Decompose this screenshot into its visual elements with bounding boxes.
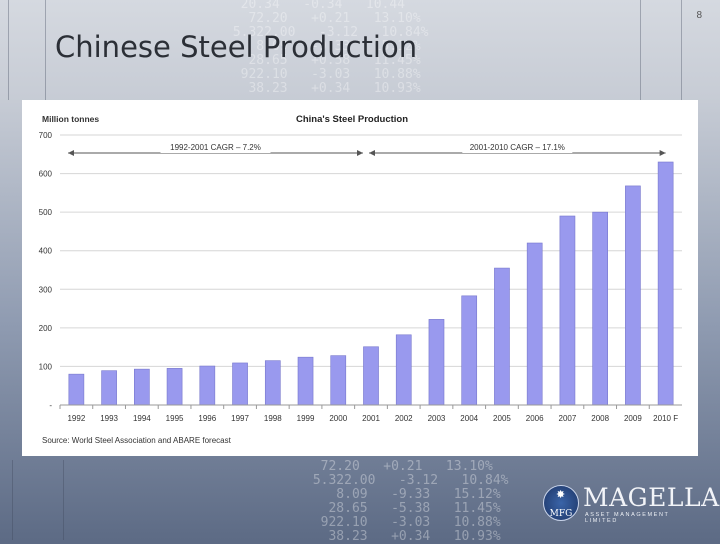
y-axis-ticks: - 100 200 300 400 500 600 700: [39, 131, 53, 410]
bar-2004: [461, 295, 478, 406]
logo-subtitle: ASSET MANAGEMENT LIMITED: [585, 512, 670, 524]
x-axis-ticks: 1992 1993 1994 1995 1996 1997 1998 1999 2000 2001…: [59, 405, 678, 423]
page-number: 8: [696, 10, 702, 21]
logo-seal-icon: ✸ MFG: [543, 485, 579, 521]
annotation-label-bg: [160, 141, 271, 153]
y-tick-label: 400: [39, 247, 53, 256]
bar-1992: [68, 373, 85, 406]
x-tick-label: 2008: [591, 414, 609, 423]
x-tick-label: 2002: [395, 414, 413, 423]
bar-2007: [559, 215, 576, 406]
bar-1997: [232, 362, 248, 406]
x-tick-label: 1997: [231, 414, 249, 423]
pylon-decoration-bottom: [12, 460, 64, 540]
chart-title: China's Steel Production: [296, 114, 408, 125]
y-tick-label: -: [49, 401, 52, 410]
pylon-decoration-left: [8, 0, 46, 100]
bar-2003: [428, 319, 445, 406]
arrowhead-left-icon: [68, 150, 74, 156]
logo-seal-text: MFG: [549, 509, 573, 519]
bar-1999: [297, 356, 314, 406]
logo-name: MAGELLAN: [583, 483, 720, 512]
arrowhead-right-icon: [659, 150, 666, 156]
bar-2000: [330, 355, 347, 406]
x-tick-label: 1994: [133, 414, 151, 423]
x-tick-label: 1996: [198, 414, 216, 423]
chart-card: -100 200 300 400 500 600 700 1992 1993 1994 1995 1…: [22, 100, 698, 456]
bar-2002: [395, 334, 412, 406]
bar-1995: [166, 368, 183, 406]
pylon-decoration-right: [640, 0, 682, 100]
ticker-decoration-bottom: 72.20 +0.21 13.10% 5.322.00 -3.12 10.84%…: [312, 459, 509, 544]
y-tick-label: 200: [39, 324, 53, 333]
bars: [68, 161, 674, 406]
x-tick-label: 1998: [264, 414, 282, 423]
x-tick-label: 2007: [559, 414, 577, 423]
x-tick-label: 2003: [428, 414, 446, 423]
grid-lines: [60, 134, 682, 367]
slide-title: Chinese Steel Production: [55, 30, 418, 64]
bar-1998: [264, 360, 281, 406]
bar-1994: [134, 368, 150, 406]
bar-2005: [494, 267, 510, 406]
bar-2001: [363, 346, 379, 406]
bar-2010-f: [657, 161, 674, 406]
x-tick-label: 2004: [460, 414, 478, 423]
bar-1993: [101, 370, 117, 406]
y-tick-label: 500: [39, 208, 53, 217]
chart-source: Source: World Steel Association and ABAR…: [42, 436, 232, 445]
star-icon: ✸: [556, 488, 566, 501]
y-tick-label: 100: [39, 362, 53, 371]
x-tick-label: 1992: [67, 414, 85, 423]
annotation-label: 1992-2001 CAGR – 7.2%: [170, 143, 261, 152]
arrowhead-right-icon: [357, 150, 363, 156]
x-tick-label: 1993: [100, 414, 118, 423]
ticker-decoration-top: 20.34 -0.34 10.44 72.20 +0.21 13.10% 5.3…: [232, 0, 429, 96]
x-tick-label: 2006: [526, 414, 544, 423]
y-axis-label: Million tonnes: [42, 114, 99, 124]
bar-1996: [199, 365, 216, 406]
cagr-annotations: 1992-2001 CAGR – 7.2% 2001-2010 CAGR – 17…: [68, 141, 666, 156]
annotation-label-bg: [462, 141, 573, 153]
bar-2008: [592, 211, 608, 406]
x-tick-label: 1999: [297, 414, 315, 423]
x-tick-label: 2009: [624, 414, 642, 423]
arrowhead-left-icon: [369, 150, 375, 156]
bar-2009: [625, 185, 641, 406]
x-tick-label: 2010 F: [653, 414, 678, 423]
x-tick-label: 2005: [493, 414, 511, 423]
y-tick-label: 600: [39, 170, 53, 179]
annotation-label: 2001-2010 CAGR – 17.1%: [470, 143, 565, 152]
y-tick-label: 700: [39, 131, 53, 140]
magellan-logo: ✸ MFG MAGELLAN ASSET MANAGEMENT LIMITED: [543, 483, 720, 524]
bar-2006: [526, 242, 543, 406]
x-tick-label: 2001: [362, 414, 380, 423]
x-tick-label: 2000: [329, 414, 347, 423]
x-tick-label: 1995: [166, 414, 184, 423]
y-tick-label: 300: [39, 285, 53, 294]
